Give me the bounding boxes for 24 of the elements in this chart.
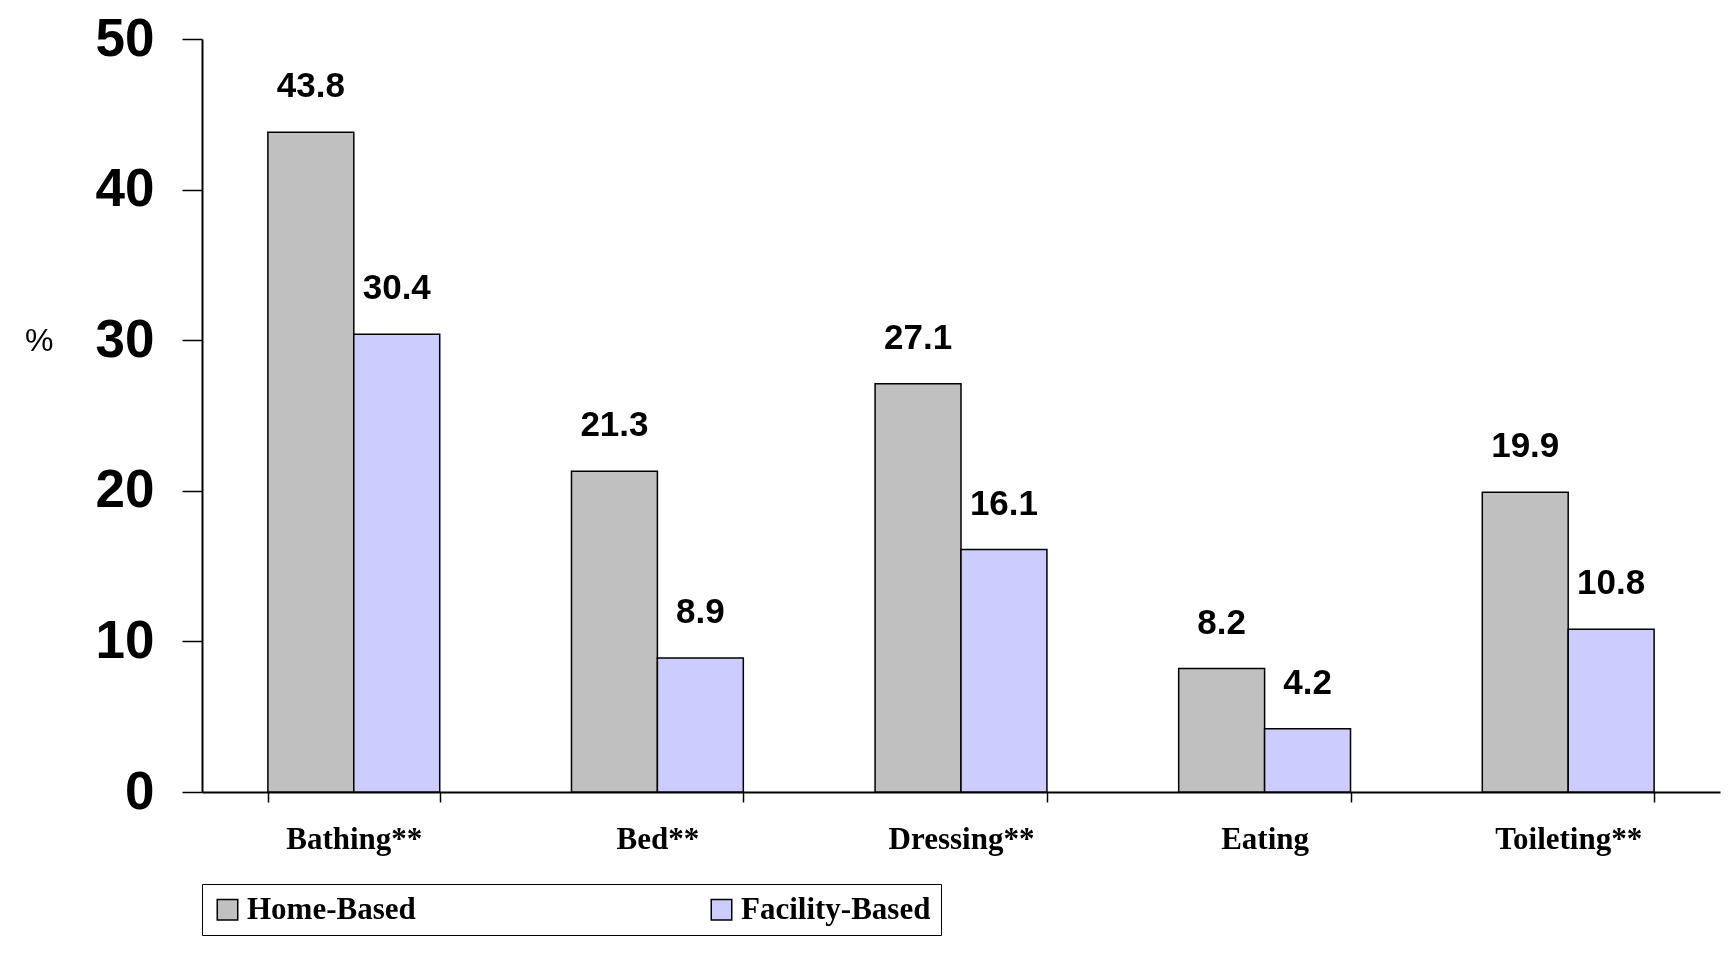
x-tick-label: Bathing**: [286, 820, 423, 856]
legend-label: Facility-Based: [741, 890, 931, 926]
data-label: 16.1: [969, 482, 1039, 522]
data-label: 4.2: [1283, 661, 1332, 701]
y-tick-label: 50: [95, 7, 155, 67]
x-tick-label: Toileting**: [1495, 820, 1643, 856]
data-label: 27.1: [883, 316, 953, 356]
data-label: 19.9: [1491, 425, 1560, 465]
data-label: 8.2: [1197, 601, 1246, 641]
data-label: 8.9: [676, 590, 725, 630]
data-label: 43.8: [276, 65, 345, 105]
y-tick-label: 20: [95, 459, 155, 519]
x-tick-label: Bed**: [616, 820, 700, 856]
x-tick-label: Dressing**: [888, 820, 1035, 856]
y-tick-label: 40: [95, 158, 155, 218]
legend-label: Home-Based: [247, 890, 416, 926]
data-label: 30.4: [362, 267, 432, 307]
y-axis-title: %: [25, 321, 54, 358]
data-label: 21.3: [580, 404, 649, 444]
y-tick-label: 30: [95, 308, 155, 368]
y-tick-label: 10: [95, 609, 155, 669]
x-tick-label: Eating: [1221, 820, 1310, 856]
data-label: 10.8: [1577, 562, 1646, 602]
y-tick-label: 0: [125, 760, 155, 820]
